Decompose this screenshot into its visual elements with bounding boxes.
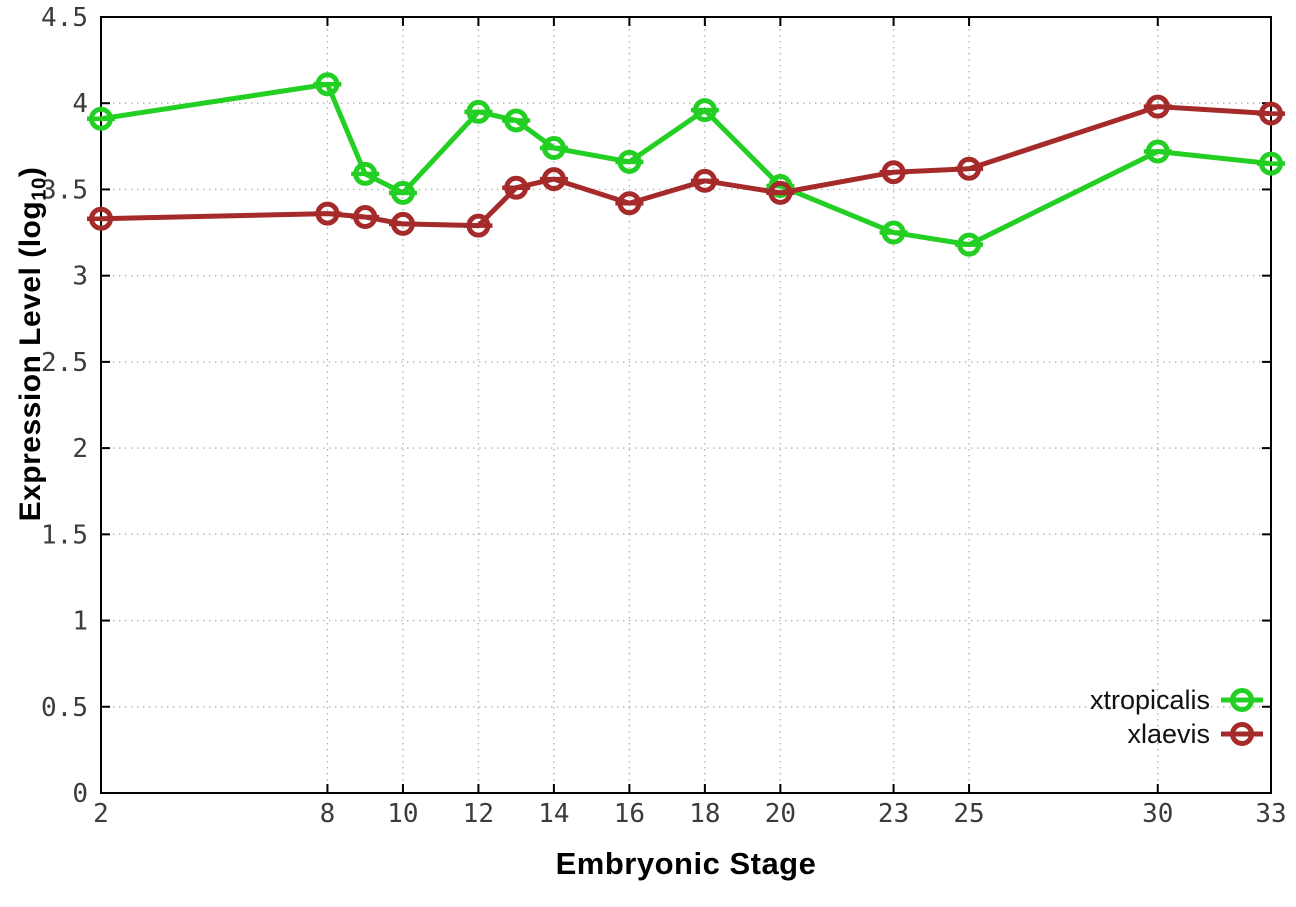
y-tick-label: 4.5 [41,3,88,33]
legend-label-xlaevis: xlaevis [1127,719,1210,749]
x-tick-label: 8 [320,799,336,829]
data-point-xlaevis [957,156,982,181]
series-line-xtropicalis [98,81,1274,248]
y-tick-label: 2 [72,434,88,464]
data-point-xtropicalis [353,161,378,186]
data-point-xtropicalis [541,136,566,161]
x-axis-title: Embryonic Stage [555,846,817,881]
data-point-xlaevis [466,213,491,238]
y-tick-label: 3.5 [41,175,88,205]
y-axis-title: Expression Level (log10) [14,94,52,594]
data-point-xlaevis [881,160,906,185]
data-point-xlaevis [617,191,642,216]
data-point-xtropicalis [957,232,982,257]
data-point-xtropicalis [1259,151,1283,176]
legend: xtropicalis xlaevis [1090,684,1264,750]
y-tick-label: 0 [72,779,88,809]
y-tick-label: 1 [72,607,88,637]
data-point-xtropicalis [1145,139,1170,164]
data-point-xtropicalis [692,98,717,123]
x-tick-label: 23 [878,799,909,829]
x-tick-label: 18 [689,799,720,829]
x-tick-label: 25 [953,799,984,829]
y-axis-title-text: Expression Level (log [14,200,47,522]
data-point-xlaevis [315,201,340,226]
data-point-xtropicalis [881,220,906,245]
data-point-xlaevis [89,206,113,231]
legend-item-xlaevis: xlaevis [1090,718,1264,750]
x-tick-label: 14 [538,799,569,829]
legend-sample-point [1230,688,1254,712]
legend-marker-xtropicalis [1221,688,1263,712]
legend-sample-point [1230,722,1254,746]
y-tick-label: 3 [72,262,88,292]
data-point-xlaevis [1145,94,1170,119]
x-tick-label: 20 [765,799,796,829]
data-point-xlaevis [1259,101,1283,126]
x-tick-label: 12 [463,799,494,829]
y-tick-label: 1.5 [41,520,88,550]
data-point-xlaevis [768,180,793,205]
data-point-xtropicalis [89,106,113,131]
y-tick-label: 2.5 [41,348,88,378]
y-tick-label: 0.5 [41,693,88,723]
data-point-xtropicalis [466,99,491,124]
data-point-xtropicalis [617,149,642,174]
plot-border [100,16,1272,794]
data-point-xlaevis [692,168,717,193]
y-axis-title-subscript: 10 [28,177,51,201]
legend-marker-xlaevis [1221,722,1263,746]
data-point-xlaevis [390,211,415,236]
data-point-xtropicalis [390,180,415,205]
y-axis-title-suffix: ) [14,166,47,178]
x-tick-label: 30 [1142,799,1173,829]
data-point-xtropicalis [504,108,529,133]
legend-label-xtropicalis: xtropicalis [1089,685,1210,715]
y-tick-label: 4 [72,89,88,119]
x-tick-label: 2 [93,799,109,829]
legend-item-xtropicalis: xtropicalis [1090,684,1264,716]
data-point-xlaevis [504,175,529,200]
data-point-xlaevis [353,205,378,230]
data-point-xlaevis [541,167,566,192]
data-point-xtropicalis [315,72,340,97]
x-tick-label: 33 [1255,799,1286,829]
x-tick-label: 16 [614,799,645,829]
x-tick-label: 10 [387,799,418,829]
